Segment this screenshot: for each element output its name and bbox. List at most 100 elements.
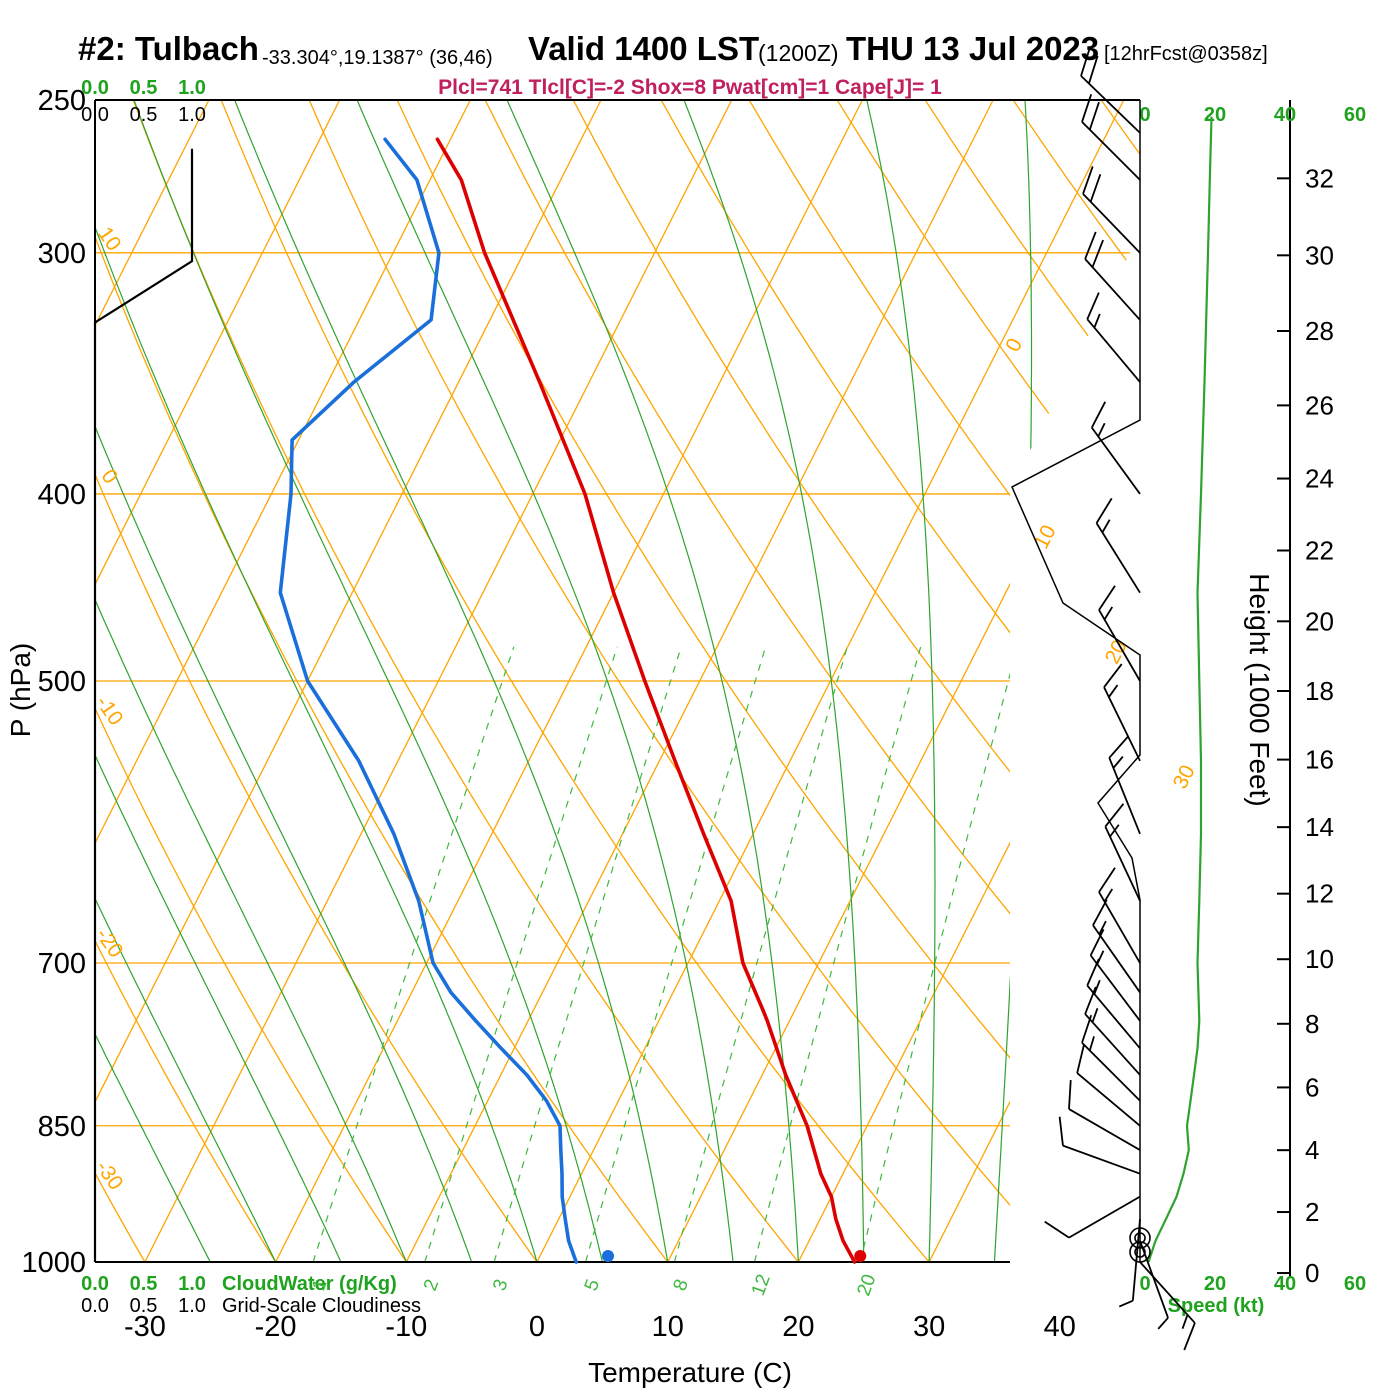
wind-barb-half: [1091, 1007, 1099, 1023]
wind-barb-half: [1103, 888, 1114, 903]
wind-barb-half: [1109, 824, 1120, 838]
pressure-axis-title: P (hPa): [5, 643, 36, 737]
wind-barb-staff: [1062, 1144, 1141, 1175]
speed-scale-label-top: 40: [1274, 104, 1296, 126]
dry-adiabat-line: [1277, 100, 1400, 1262]
dry-adiabat-label: 10: [93, 223, 125, 255]
wind-barb-full: [1098, 585, 1116, 611]
wind-staff-line: [1011, 100, 1141, 1262]
surface-dewpoint-dot: [601, 1250, 614, 1262]
cloudwater-scale-top: 0.0: [81, 77, 109, 99]
dry-adiabat-line: [95, 100, 669, 1262]
height-tick-label: 12: [1305, 879, 1334, 909]
wind-barb-full: [1095, 497, 1113, 524]
wind-barb-staff: [1076, 1072, 1141, 1127]
surface-temperature-dot: [854, 1250, 867, 1262]
speed-scale-label-top: 20: [1204, 104, 1226, 126]
mixing-ratio-label: 8: [670, 1277, 693, 1294]
dry-adiabat-label: -30: [91, 1156, 127, 1194]
wind-barb-staff: [1086, 984, 1141, 1049]
temperature-profile-line: [435, 137, 857, 1264]
mixing-ratio-line: [753, 646, 922, 1262]
wind-barb-half: [1093, 979, 1101, 995]
pressure-tick-label: 1000: [21, 1247, 86, 1279]
wind-barb-staff: [1068, 1108, 1141, 1151]
wind-barb-full: [1081, 94, 1093, 123]
cloudwater-scale-top: 1.0: [178, 77, 206, 99]
mixing-ratio-label: 2: [420, 1277, 443, 1294]
height-tick-label: 26: [1305, 390, 1334, 420]
wind-barb-full: [1089, 928, 1105, 956]
height-tick-label: 32: [1305, 163, 1334, 193]
moist-adiabat-line: [95, 100, 407, 1262]
wind-barb-half: [1101, 519, 1111, 533]
height-tick-label: 10: [1305, 944, 1334, 974]
wind-barb-staff: [1089, 954, 1141, 1022]
dewpoint-profile-line: [278, 137, 578, 1264]
temperature-tick-label: 30: [913, 1311, 945, 1343]
valid-time-label: Valid 1400 LST: [528, 30, 760, 67]
isotherm-line: [95, 100, 210, 1262]
height-tick-label: 18: [1305, 676, 1334, 706]
cloudiness-scale-top: 0.5: [130, 104, 158, 126]
dry-adiabat-line: [95, 100, 407, 1262]
wind-barb-staff: [1103, 686, 1141, 762]
wind-barb-staff: [1080, 75, 1141, 134]
moist-adiabat-line: [95, 100, 342, 1262]
pressure-tick-label: 300: [38, 238, 86, 270]
temperature-tick-label: 40: [1044, 1311, 1076, 1343]
wind-barb-full: [1088, 101, 1100, 130]
height-tick-label: 20: [1305, 606, 1334, 636]
dry-adiabat-label: -10: [91, 692, 127, 730]
dry-adiabat-label: 0: [97, 465, 123, 488]
wind-barb-full: [1084, 231, 1097, 260]
wind-barb-full: [1098, 867, 1116, 893]
cloudwater-scale-bottom: 0.0: [81, 1273, 109, 1295]
wind-barb-staff: [1098, 891, 1141, 964]
temperature-tick-label: -10: [385, 1311, 427, 1343]
cloudiness-scale-bottom: 0.5: [130, 1295, 158, 1317]
speed-scale-label-top: 0: [1139, 104, 1150, 126]
wind-barb-staff: [1091, 427, 1141, 495]
wind-barb-half: [1097, 422, 1106, 437]
height-tick-label: 22: [1305, 536, 1334, 566]
wind-barb-staff: [1081, 1042, 1141, 1102]
wind-barb-full: [1091, 239, 1104, 268]
pressure-tick-label: 700: [38, 948, 86, 980]
cloudwater-scale-top: 0.5: [130, 77, 158, 99]
wind-barb-full: [1088, 55, 1099, 84]
isotherm-line: [95, 100, 341, 1262]
wind-barb-full: [1082, 166, 1094, 195]
height-tick-label: 6: [1305, 1072, 1319, 1102]
height-tick-label: 16: [1305, 745, 1334, 775]
moist-adiabat-line: [1059, 100, 1140, 1262]
moist-adiabat-line: [506, 100, 799, 1262]
wind-barb-half: [1112, 756, 1124, 769]
isotherm-line: [405, 100, 994, 1262]
wind-barb-half: [1096, 950, 1105, 965]
wind-barb-staff: [1092, 924, 1141, 993]
wind-barb-staff: [1084, 258, 1141, 321]
speed-scale-label-bottom: 60: [1344, 1273, 1366, 1295]
wind-barb-full: [1092, 899, 1108, 926]
wind-barb-staff: [1095, 522, 1141, 594]
pressure-tick-label: 500: [38, 666, 86, 698]
dry-adiabat-line: [95, 100, 538, 1262]
wind-barb-full: [1084, 986, 1097, 1015]
station-title: #2: Tulbach: [78, 30, 259, 67]
wind-barb-staff: [1068, 1195, 1141, 1239]
wind-barb-full: [1183, 1322, 1196, 1351]
speed-scale-label-bottom: 20: [1204, 1273, 1226, 1295]
dry-adiabat-line: [1365, 100, 1400, 1262]
moist-adiabat-line: [95, 100, 211, 1262]
wind-barb-staff: [1086, 318, 1141, 383]
dry-adiabat-line: [748, 100, 1140, 1262]
height-tick-label: 0: [1305, 1258, 1319, 1288]
temperature-tick-label: 20: [782, 1311, 814, 1343]
dry-adiabat-line: [95, 100, 277, 1262]
moist-adiabat-line: [356, 100, 734, 1262]
wind-barb-staff: [1098, 609, 1141, 682]
height-axis-title: Height (1000 Feet): [1244, 573, 1275, 806]
wind-barb-half: [1088, 1036, 1095, 1051]
